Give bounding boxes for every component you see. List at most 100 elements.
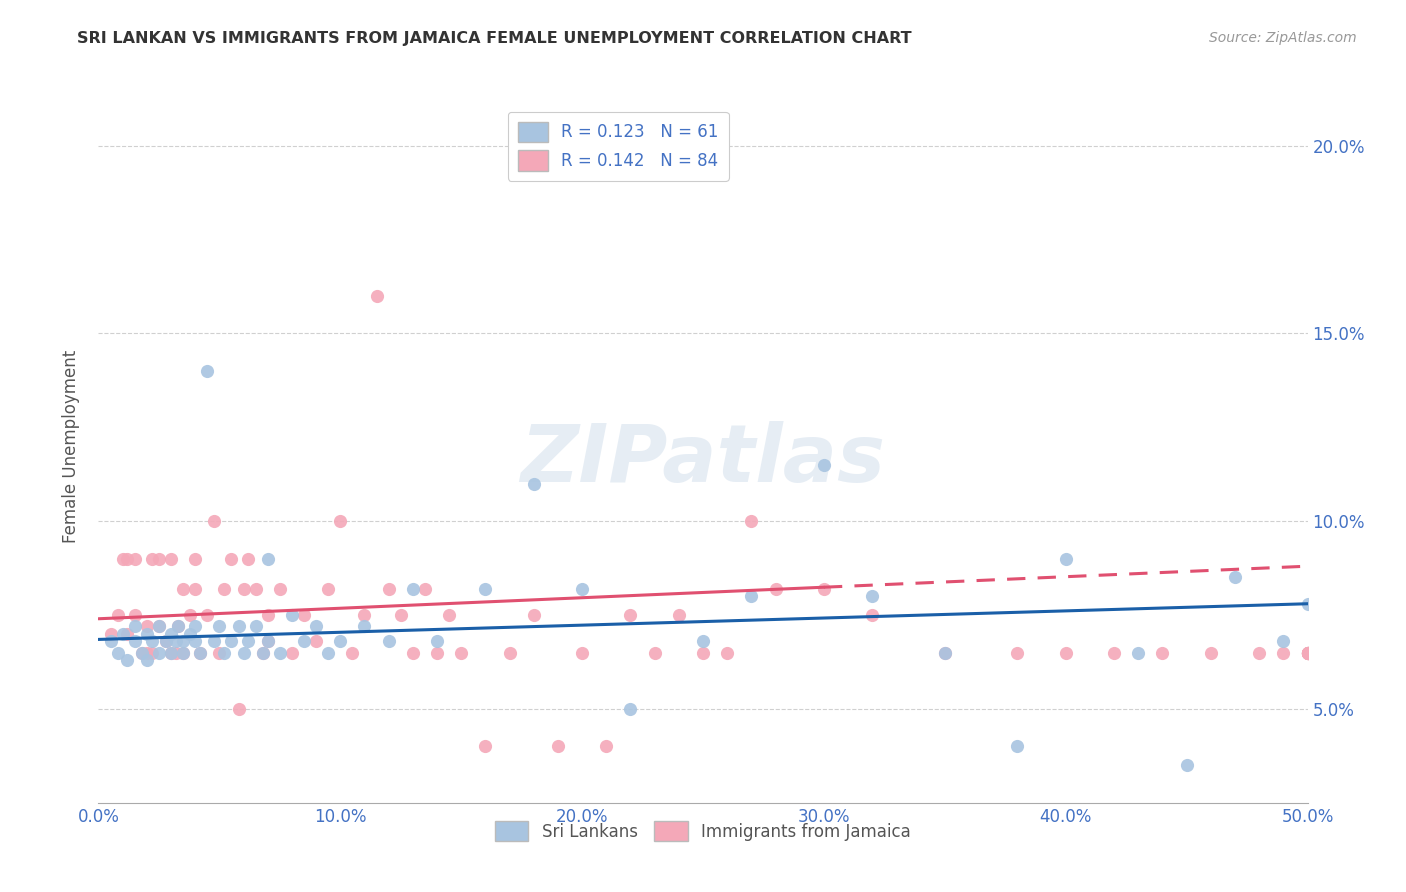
- Point: [256, 634, 278, 648]
- Point: [934, 646, 956, 660]
- Point: [184, 582, 207, 596]
- Point: [179, 607, 201, 622]
- Point: [179, 627, 201, 641]
- Point: [644, 646, 666, 660]
- Point: [245, 582, 267, 596]
- Point: [1296, 646, 1319, 660]
- Point: [1272, 646, 1295, 660]
- Point: [188, 646, 211, 660]
- Point: [172, 582, 194, 596]
- Point: [148, 619, 170, 633]
- Point: [124, 634, 146, 648]
- Point: [184, 634, 207, 648]
- Point: [1296, 646, 1319, 660]
- Point: [740, 589, 762, 603]
- Point: [547, 739, 569, 754]
- Point: [523, 607, 546, 622]
- Point: [389, 607, 412, 622]
- Point: [238, 634, 260, 648]
- Point: [252, 646, 274, 660]
- Point: [329, 514, 352, 528]
- Point: [305, 619, 328, 633]
- Point: [281, 646, 304, 660]
- Point: [1296, 646, 1319, 660]
- Point: [377, 634, 399, 648]
- Point: [1296, 646, 1319, 660]
- Point: [212, 646, 235, 660]
- Point: [269, 646, 291, 660]
- Point: [595, 739, 617, 754]
- Legend: Sri Lankans, Immigrants from Jamaica: Sri Lankans, Immigrants from Jamaica: [488, 814, 918, 848]
- Point: [195, 364, 218, 378]
- Point: [165, 646, 187, 660]
- Text: ZIPatlas: ZIPatlas: [520, 421, 886, 500]
- Point: [1272, 634, 1295, 648]
- Point: [305, 634, 328, 648]
- Point: [292, 607, 315, 622]
- Point: [1199, 646, 1222, 660]
- Point: [155, 634, 177, 648]
- Point: [117, 627, 139, 641]
- Point: [124, 607, 146, 622]
- Point: [148, 619, 170, 633]
- Point: [188, 646, 211, 660]
- Point: [135, 653, 157, 667]
- Point: [111, 627, 134, 641]
- Point: [934, 646, 956, 660]
- Point: [437, 607, 460, 622]
- Point: [155, 634, 177, 648]
- Point: [167, 619, 190, 633]
- Point: [716, 646, 738, 660]
- Point: [238, 551, 260, 566]
- Point: [204, 634, 226, 648]
- Point: [232, 646, 254, 660]
- Point: [172, 634, 194, 648]
- Point: [813, 582, 835, 596]
- Point: [860, 589, 883, 603]
- Point: [1054, 551, 1077, 566]
- Point: [256, 634, 278, 648]
- Point: [1007, 739, 1029, 754]
- Point: [619, 702, 641, 716]
- Point: [204, 514, 226, 528]
- Point: [692, 646, 714, 660]
- Point: [160, 646, 183, 660]
- Point: [252, 646, 274, 660]
- Point: [353, 619, 375, 633]
- Point: [1296, 646, 1319, 660]
- Point: [377, 582, 399, 596]
- Point: [212, 582, 235, 596]
- Point: [329, 634, 352, 648]
- Point: [1296, 646, 1319, 660]
- Point: [167, 619, 190, 633]
- Point: [245, 619, 267, 633]
- Text: Source: ZipAtlas.com: Source: ZipAtlas.com: [1209, 31, 1357, 45]
- Point: [172, 646, 194, 660]
- Point: [107, 607, 129, 622]
- Point: [100, 634, 122, 648]
- Point: [1007, 646, 1029, 660]
- Point: [1296, 646, 1319, 660]
- Point: [131, 646, 153, 660]
- Point: [1152, 646, 1174, 660]
- Point: [281, 607, 304, 622]
- Text: SRI LANKAN VS IMMIGRANTS FROM JAMAICA FEMALE UNEMPLOYMENT CORRELATION CHART: SRI LANKAN VS IMMIGRANTS FROM JAMAICA FE…: [77, 31, 912, 46]
- Point: [316, 582, 339, 596]
- Point: [1296, 646, 1319, 660]
- Point: [668, 607, 690, 622]
- Point: [366, 289, 388, 303]
- Point: [426, 646, 449, 660]
- Point: [1054, 646, 1077, 660]
- Point: [571, 646, 593, 660]
- Point: [450, 646, 472, 660]
- Point: [160, 646, 183, 660]
- Point: [228, 619, 250, 633]
- Point: [148, 551, 170, 566]
- Point: [1249, 646, 1271, 660]
- Point: [1175, 758, 1198, 772]
- Point: [141, 551, 163, 566]
- Point: [402, 582, 425, 596]
- Point: [165, 634, 187, 648]
- Point: [184, 619, 207, 633]
- Point: [221, 551, 243, 566]
